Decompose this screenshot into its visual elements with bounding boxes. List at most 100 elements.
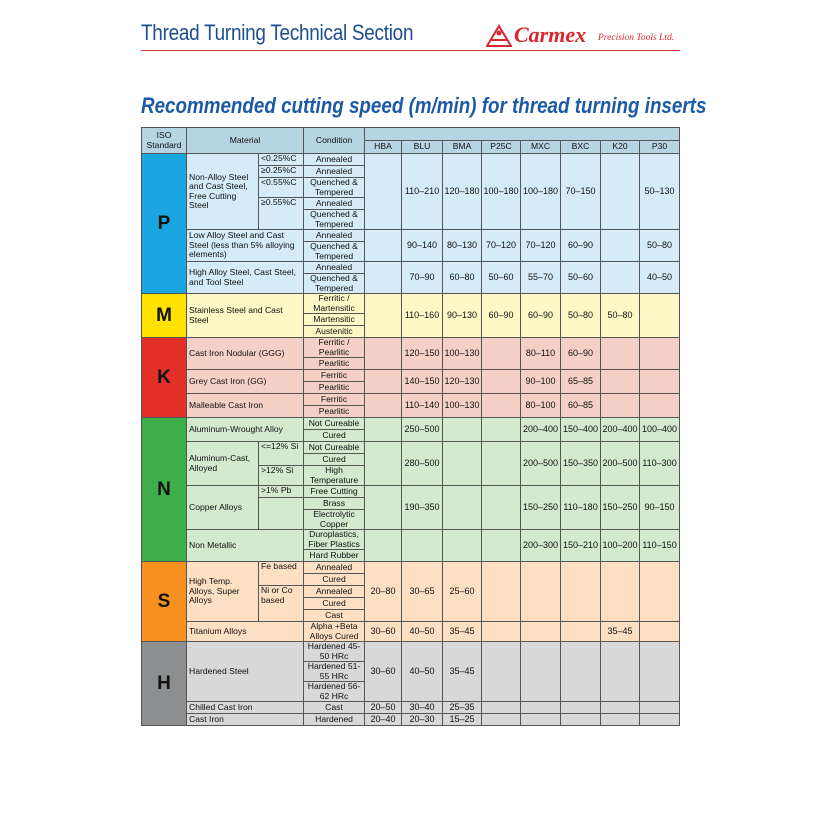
table-row: S High Temp. Alloys, Super Alloys Fe based…	[141, 561, 681, 642]
material-subtype	[257, 497, 305, 530]
table-row: ≥0.25%C Annealed	[142, 165, 680, 178]
speed-value: 200–500	[600, 441, 641, 486]
table-row: Brass	[142, 497, 680, 530]
speed-value	[364, 261, 403, 294]
material-subtype: ≥0.55%C	[257, 197, 305, 230]
speed-value	[364, 441, 403, 486]
speed-value: 30–40	[401, 701, 444, 714]
header-cell: Condition	[303, 127, 366, 154]
speed-value	[481, 713, 522, 726]
condition: Quenched & Tempered	[303, 177, 366, 198]
table-row: Chilled Cast Iron Cast 20–50 30–40 25–35	[142, 701, 681, 714]
speed-value	[442, 441, 483, 486]
speed-value	[442, 417, 483, 442]
speed-value: 30–60	[364, 621, 403, 642]
speed-value	[600, 561, 641, 622]
speed-value	[520, 561, 562, 622]
condition: Annealed	[303, 261, 366, 274]
speed-value: 120–180	[442, 153, 483, 230]
condition: Annealed	[303, 561, 366, 574]
material-name: Non-Alloy Steel and Cast Steel, Free Cut…	[186, 153, 259, 230]
condition: Pearlitic	[303, 357, 366, 370]
speed-value	[600, 393, 641, 418]
speed-value	[639, 713, 681, 726]
speed-value	[481, 701, 522, 714]
table-row: Grey Cast Iron (GG) Ferritic 140–150 120–13…	[142, 369, 681, 394]
material-name: High Temp. Alloys, Super Alloys	[186, 561, 259, 622]
speed-value	[481, 369, 522, 394]
speed-value	[560, 621, 602, 642]
speed-value	[442, 485, 483, 530]
tagline: Precision Tools Ltd.	[598, 33, 675, 43]
speed-value	[639, 337, 681, 370]
material-subtype: ≥0.25%C	[257, 165, 305, 178]
table-row: H Hardened Steel Hardened 45-50 HRc 30–60 40…	[141, 641, 681, 726]
table-row: P Non-Alloy Steel and Cast Steel, Free Cu…	[141, 153, 681, 294]
speed-value: 150–210	[560, 529, 602, 562]
speed-value: 200–400	[600, 417, 641, 442]
speed-value: 55–70	[520, 261, 562, 294]
condition: Ferritic / Martensitic	[303, 293, 366, 314]
speed-value: 35–45	[600, 621, 641, 642]
condition: Quenched & Tempered	[303, 273, 366, 294]
condition: Ferritic	[303, 393, 366, 406]
speed-value	[639, 621, 681, 642]
table-row: ≥0.55%C Annealed	[142, 197, 680, 230]
material-subtype: Ni or Co based	[257, 585, 305, 622]
speed-value: 110–140	[401, 393, 444, 418]
speed-value	[364, 153, 403, 230]
condition: Not Cureable	[303, 417, 366, 430]
condition: Duroplastics, Fiber Plastics	[303, 529, 366, 550]
table-row: N Aluminum-Wrought Alloy Not Cureable 250–5…	[141, 417, 681, 562]
speed-value: 110–160	[401, 293, 444, 338]
speed-value	[639, 369, 681, 394]
speed-value	[481, 561, 522, 622]
speed-value: 50–60	[560, 261, 602, 294]
material-name: Cast Iron	[185, 713, 305, 726]
material-name: Chilled Cast Iron	[185, 701, 305, 714]
speed-value	[600, 641, 641, 702]
speed-value: 15–25	[442, 713, 483, 726]
header-cell: ISO Standard	[141, 127, 187, 154]
speed-value	[481, 417, 522, 442]
speed-value: 65–85	[560, 369, 602, 394]
condition: Annealed	[303, 153, 366, 166]
table-row: Cured	[142, 573, 680, 586]
speed-value	[639, 393, 681, 418]
speed-value: 35–45	[442, 621, 483, 642]
speed-value: 70–120	[481, 229, 522, 262]
speed-value	[481, 441, 522, 486]
speed-value	[401, 529, 444, 562]
material-name: High Alloy Steel, Cast Steel, and Tool S…	[185, 261, 305, 294]
material-name: Titanium Alloys	[185, 621, 305, 642]
speed-value: 20–30	[401, 713, 444, 726]
speed-value	[600, 229, 641, 262]
speed-value: 50–80	[600, 293, 641, 338]
condition: Quenched & Tempered	[303, 241, 366, 262]
table-row: Cured	[142, 453, 680, 466]
iso-code: M	[141, 293, 187, 338]
speed-value: 80–130	[442, 229, 483, 262]
condition: Alpha +Beta Alloys Cured	[303, 621, 366, 642]
speed-value: 150–350	[560, 441, 602, 486]
speed-value: 80–110	[520, 337, 562, 370]
speed-value	[364, 229, 403, 262]
logo-icon	[486, 24, 512, 47]
speed-table: ISO Standard Material Condition HBA BLU BMA P2…	[141, 127, 681, 726]
condition: Pearlitic	[303, 405, 366, 418]
material-name: Stainless Steel and Cast Steel	[185, 293, 305, 338]
condition: Cast	[303, 609, 366, 622]
table-row: M Stainless Steel and Cast Steel Ferritic …	[141, 293, 681, 338]
speed-value	[639, 561, 681, 622]
speed-value: 20–50	[364, 701, 403, 714]
speed-value: 90–100	[520, 369, 562, 394]
condition: Annealed	[303, 585, 366, 598]
condition: Martensitic	[303, 313, 366, 326]
speed-value: 50–80	[639, 229, 681, 262]
speed-value	[639, 701, 681, 714]
material-subtype: <=12% Si	[257, 441, 305, 466]
iso-code: K	[141, 337, 187, 418]
condition: High Temperature	[303, 465, 366, 486]
speed-value: 190–350	[401, 485, 444, 530]
speed-value: 280–500	[401, 441, 444, 486]
